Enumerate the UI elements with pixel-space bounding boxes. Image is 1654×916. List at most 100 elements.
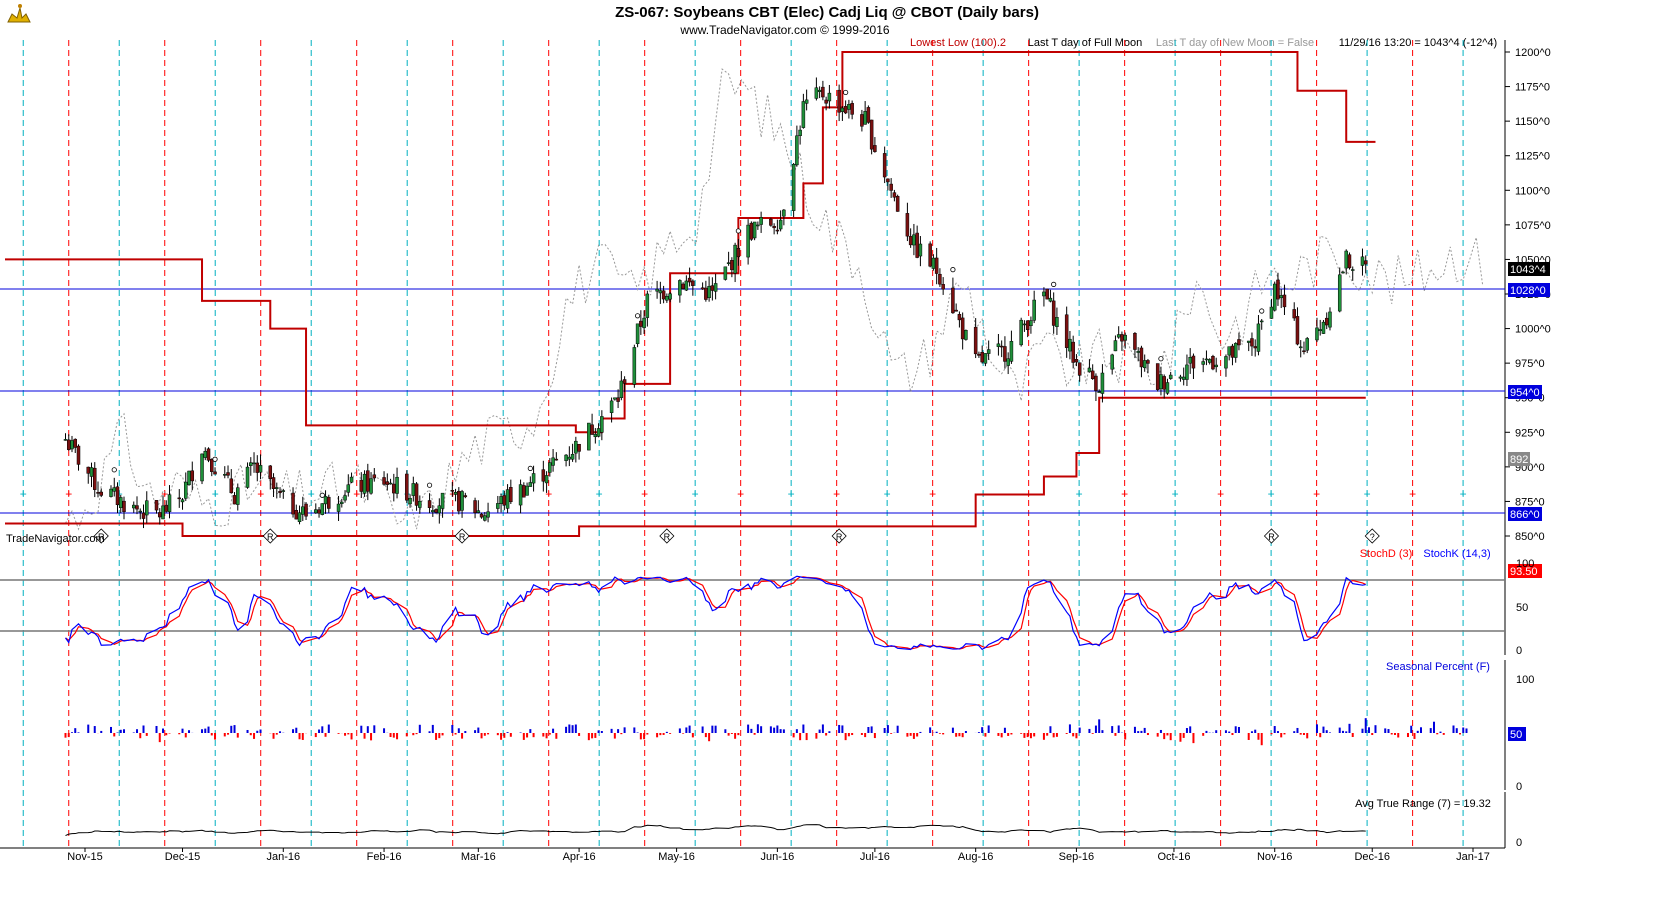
candle-body	[708, 286, 711, 298]
seasonal-up-bar	[1088, 729, 1090, 733]
candle-body	[750, 223, 753, 239]
seasonal-up-bar	[1186, 728, 1188, 733]
candle-body	[451, 490, 454, 491]
high-marker-icon	[951, 267, 955, 271]
seasonal-up-bar	[747, 725, 749, 733]
candle-body	[1276, 280, 1279, 299]
seasonal-up-bar	[568, 724, 570, 733]
seasonal-down-bar	[939, 733, 941, 734]
price-tick-label: 1075^0	[1515, 220, 1551, 232]
candle-body	[441, 493, 444, 508]
seasonal-up-bar	[367, 726, 369, 733]
candle-body	[272, 478, 275, 489]
candle-body	[363, 474, 366, 493]
candle-body	[1192, 356, 1195, 368]
seasonal-down-bar	[1192, 733, 1194, 743]
candle-body	[873, 145, 876, 151]
seasonal-down-bar	[1179, 733, 1181, 742]
candle-body	[178, 498, 181, 499]
candle-body	[906, 213, 909, 236]
seasonal-down-bar	[1075, 733, 1077, 738]
seasonal-down-bar	[910, 733, 912, 736]
candle-body	[412, 483, 415, 495]
seasonal-down-bar	[455, 733, 457, 735]
seasonal-down-bar	[64, 733, 66, 738]
seasonal-up-bar	[1345, 731, 1347, 733]
stoch-k-label: StochK (14,3)	[1423, 548, 1490, 560]
seasonal-label: Seasonal Percent (F)	[1386, 661, 1490, 673]
seasonal-up-bar	[1439, 732, 1441, 733]
seasonal-up-bar	[520, 732, 522, 733]
candle-body	[1361, 257, 1364, 266]
candle-body	[1208, 359, 1211, 362]
candle-body	[474, 501, 477, 513]
seasonal-up-bar	[1079, 728, 1081, 733]
seasonal-up-bar	[123, 729, 125, 733]
candle-body	[67, 440, 70, 450]
diamond-event-glyph: ?	[1370, 532, 1375, 542]
candle-body	[620, 381, 623, 398]
seasonal-down-bar	[1170, 733, 1172, 740]
seasonal-up-bar	[1069, 724, 1071, 733]
candle-body	[1049, 298, 1052, 301]
seasonal-down-bar	[1443, 733, 1445, 735]
seasonal-down-bar	[185, 733, 187, 737]
candle-body	[1065, 315, 1068, 348]
seasonal-up-bar	[477, 728, 479, 733]
seasonal-up-bar	[1137, 731, 1139, 733]
seasonal-up-bar	[208, 727, 210, 733]
candle-body	[1111, 355, 1114, 369]
candle-body	[1341, 272, 1344, 273]
seasonal-down-bar	[546, 733, 548, 738]
candle-body	[591, 425, 594, 435]
candle-body	[951, 288, 954, 313]
seasonal-down-bar	[1436, 733, 1438, 734]
seasonal-down-bar	[663, 733, 665, 735]
seasonal-down-bar	[1352, 733, 1354, 737]
seasonal-up-bar	[702, 726, 704, 733]
high-marker-icon	[1159, 357, 1163, 361]
seasonal-up-bar	[360, 726, 362, 733]
seasonal-down-bar	[412, 733, 414, 735]
seasonal-up-bar	[156, 726, 158, 733]
candle-body	[1068, 339, 1071, 351]
candle-body	[223, 474, 226, 475]
candle-body	[77, 446, 80, 464]
diamond-event-glyph: R	[459, 532, 466, 542]
seasonal-up-bar	[247, 730, 249, 733]
seasonal-up-bar	[884, 728, 886, 733]
seasonal-up-bar	[724, 729, 726, 733]
candle-body	[578, 444, 581, 451]
candle-body	[704, 288, 707, 300]
candle-body	[711, 286, 714, 291]
candle-body	[919, 244, 922, 256]
seasonal-down-bar	[1231, 733, 1233, 735]
seasonal-down-bar	[1046, 733, 1048, 736]
candle-body	[760, 217, 763, 224]
stoch-tick-0: 0	[1516, 645, 1522, 657]
full-moon-marker: +	[257, 487, 264, 501]
seasonal-up-bar	[182, 729, 184, 733]
seasonal-up-bar	[110, 727, 112, 733]
high-marker-icon	[1260, 309, 1264, 313]
seasonal-up-bar	[100, 731, 102, 733]
candle-body	[1117, 335, 1120, 338]
candle-body	[1215, 365, 1218, 367]
candle-body	[1319, 329, 1322, 330]
seasonal-up-bar	[1277, 731, 1279, 733]
seasonal-down-bar	[416, 733, 418, 734]
candle-body	[214, 472, 217, 474]
candle-body	[191, 471, 194, 481]
candle-body	[168, 495, 171, 512]
high-marker-icon	[635, 314, 639, 318]
candle-body	[893, 193, 896, 198]
level-label-954: 954^0	[1510, 387, 1540, 399]
candle-body	[418, 501, 421, 507]
candle-body	[724, 267, 727, 280]
seasonal-down-bar	[1043, 733, 1045, 740]
new-moon-marker: +	[1364, 487, 1371, 501]
candle-body	[1211, 356, 1214, 369]
candle-body	[1299, 347, 1302, 348]
candle-body	[610, 401, 613, 413]
